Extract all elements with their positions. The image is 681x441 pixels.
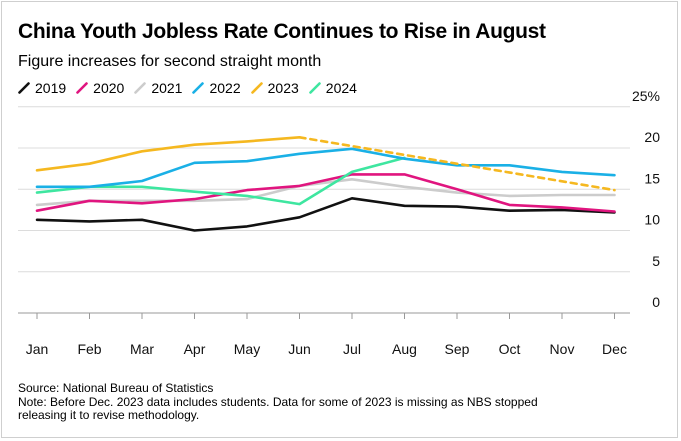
note-line-2: releasing it to revise methodology. bbox=[18, 408, 200, 422]
legend-item-2021: 2021 bbox=[134, 80, 182, 96]
series-line-2020 bbox=[35, 173, 616, 213]
series-line-2023 bbox=[35, 136, 301, 172]
x-tick-label: May bbox=[234, 341, 260, 357]
legend-item-2024: 2024 bbox=[308, 80, 357, 96]
series-line-2019 bbox=[35, 197, 616, 232]
x-tick-label: Aug bbox=[392, 341, 417, 357]
note-line-1: Note: Before Dec. 2023 data includes stu… bbox=[18, 395, 538, 409]
x-tick-label: Nov bbox=[550, 341, 575, 357]
legend: 2019 2020 2021 2022 2023 2024 bbox=[18, 80, 357, 96]
legend-swatch-icon bbox=[76, 82, 88, 94]
x-tick-label: Feb bbox=[77, 341, 101, 357]
source-text: Source: National Bureau of Statistics bbox=[18, 381, 214, 395]
legend-label: 2020 bbox=[93, 80, 125, 96]
legend-swatch-icon bbox=[192, 82, 205, 94]
x-tick-label: Jan bbox=[26, 341, 49, 357]
series-line-2023-missing-data- bbox=[298, 136, 616, 192]
x-tick-label: Oct bbox=[499, 341, 521, 357]
legend-item-2020: 2020 bbox=[76, 80, 124, 96]
x-tick-label: Jul bbox=[343, 341, 361, 357]
series-line-2021 bbox=[35, 178, 616, 207]
legend-swatch-icon bbox=[18, 82, 30, 94]
legend-label: 2023 bbox=[267, 80, 299, 96]
legend-swatch-icon bbox=[250, 82, 263, 94]
x-tick-label: Sep bbox=[445, 341, 470, 357]
legend-label: 2019 bbox=[35, 80, 67, 96]
legend-label: 2024 bbox=[325, 80, 357, 96]
x-tick-label: Apr bbox=[184, 341, 206, 357]
y-tick-label: 25% bbox=[632, 88, 660, 104]
legend-swatch-icon bbox=[308, 82, 321, 94]
series-line-2024 bbox=[35, 156, 406, 206]
x-tick-label: Jun bbox=[288, 341, 311, 357]
y-tick-label: 10 bbox=[644, 212, 660, 228]
legend-item-2022: 2022 bbox=[192, 80, 241, 96]
series-line-2022 bbox=[35, 147, 616, 189]
legend-label: 2022 bbox=[209, 80, 241, 96]
chart-subtitle: Figure increases for second straight mon… bbox=[18, 53, 322, 70]
y-tick-label: 0 bbox=[652, 294, 660, 310]
legend-item-2023: 2023 bbox=[250, 80, 299, 96]
chart-title: China Youth Jobless Rate Continues to Ri… bbox=[18, 20, 546, 43]
legend-label: 2021 bbox=[151, 80, 183, 96]
y-tick-label: 5 bbox=[652, 253, 660, 269]
legend-swatch-icon bbox=[134, 82, 147, 94]
y-tick-label: 15 bbox=[644, 170, 660, 186]
x-tick-label: Dec bbox=[602, 341, 627, 357]
legend-item-2019: 2019 bbox=[18, 80, 66, 96]
x-tick-label: Mar bbox=[130, 341, 154, 357]
y-tick-label: 20 bbox=[644, 129, 660, 145]
